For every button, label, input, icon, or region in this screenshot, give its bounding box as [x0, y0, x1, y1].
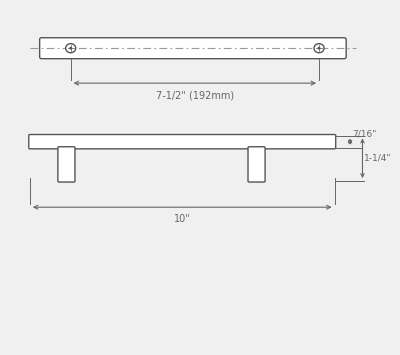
- Text: 7/16": 7/16": [352, 129, 376, 138]
- FancyBboxPatch shape: [248, 147, 265, 182]
- Circle shape: [70, 48, 72, 49]
- FancyBboxPatch shape: [40, 38, 346, 59]
- FancyBboxPatch shape: [29, 135, 336, 149]
- Text: 10": 10": [174, 214, 191, 224]
- Text: 7-1/2" (192mm): 7-1/2" (192mm): [156, 91, 234, 101]
- FancyBboxPatch shape: [58, 147, 75, 182]
- Text: 1-1/4": 1-1/4": [364, 154, 392, 163]
- Circle shape: [318, 48, 320, 49]
- Circle shape: [314, 44, 324, 53]
- Circle shape: [66, 44, 76, 53]
